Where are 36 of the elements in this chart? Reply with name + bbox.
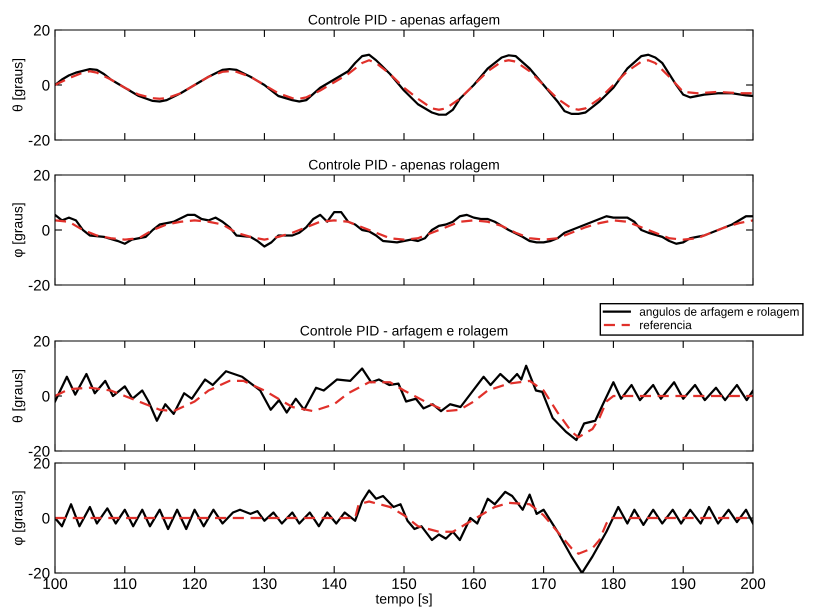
x-tick-label: 160: [462, 578, 486, 590]
line-series: [55, 59, 753, 111]
line-series: [55, 219, 753, 241]
x-tick-label: 150: [392, 578, 416, 590]
y-tick-label: 20: [34, 336, 50, 347]
x-tick-label: 140: [322, 578, 346, 590]
y-tick-label: -20: [28, 134, 50, 146]
x-tick-label: 110: [114, 578, 136, 590]
y-tick-label: 0: [42, 224, 50, 236]
y-tick-label: 0: [42, 80, 50, 91]
y-axis-title: φ [graus]: [12, 203, 26, 258]
y-tick-label: 0: [42, 512, 50, 524]
y-tick-label: 20: [34, 24, 50, 36]
chart-title: Controle PID - arfagem e rolagem: [300, 325, 508, 338]
y-axis-title: θ [graus]: [12, 58, 26, 112]
chart-title: Controle PID - apenas rolagem: [308, 159, 499, 172]
y-tick-label: 20: [34, 458, 50, 469]
x-tick-label: 190: [672, 578, 696, 590]
y-axis-title: θ [graus]: [12, 370, 26, 422]
y-tick-label: -20: [28, 446, 50, 457]
legend-label: angulos de arfagem e rolagem: [640, 307, 799, 318]
y-tick-label: -20: [28, 280, 50, 291]
y-tick-label: 0: [42, 390, 50, 402]
x-axis-title: tempo [s]: [376, 593, 432, 606]
x-tick-label: 120: [183, 578, 207, 590]
y-axis-title: φ [graus]: [12, 491, 26, 546]
legend-label: referencia: [640, 320, 692, 330]
chart-title: Controle PID - apenas arfagem: [308, 14, 500, 28]
line-series: [55, 380, 753, 438]
x-tick-label: 130: [252, 578, 277, 590]
x-tick-label: 180: [602, 578, 626, 590]
x-tick-label: 100: [43, 578, 68, 590]
y-tick-label: 20: [34, 170, 50, 181]
y-tick-label: -20: [28, 568, 50, 579]
x-tick-label: 200: [741, 578, 766, 590]
x-tick-label: 170: [532, 578, 556, 590]
